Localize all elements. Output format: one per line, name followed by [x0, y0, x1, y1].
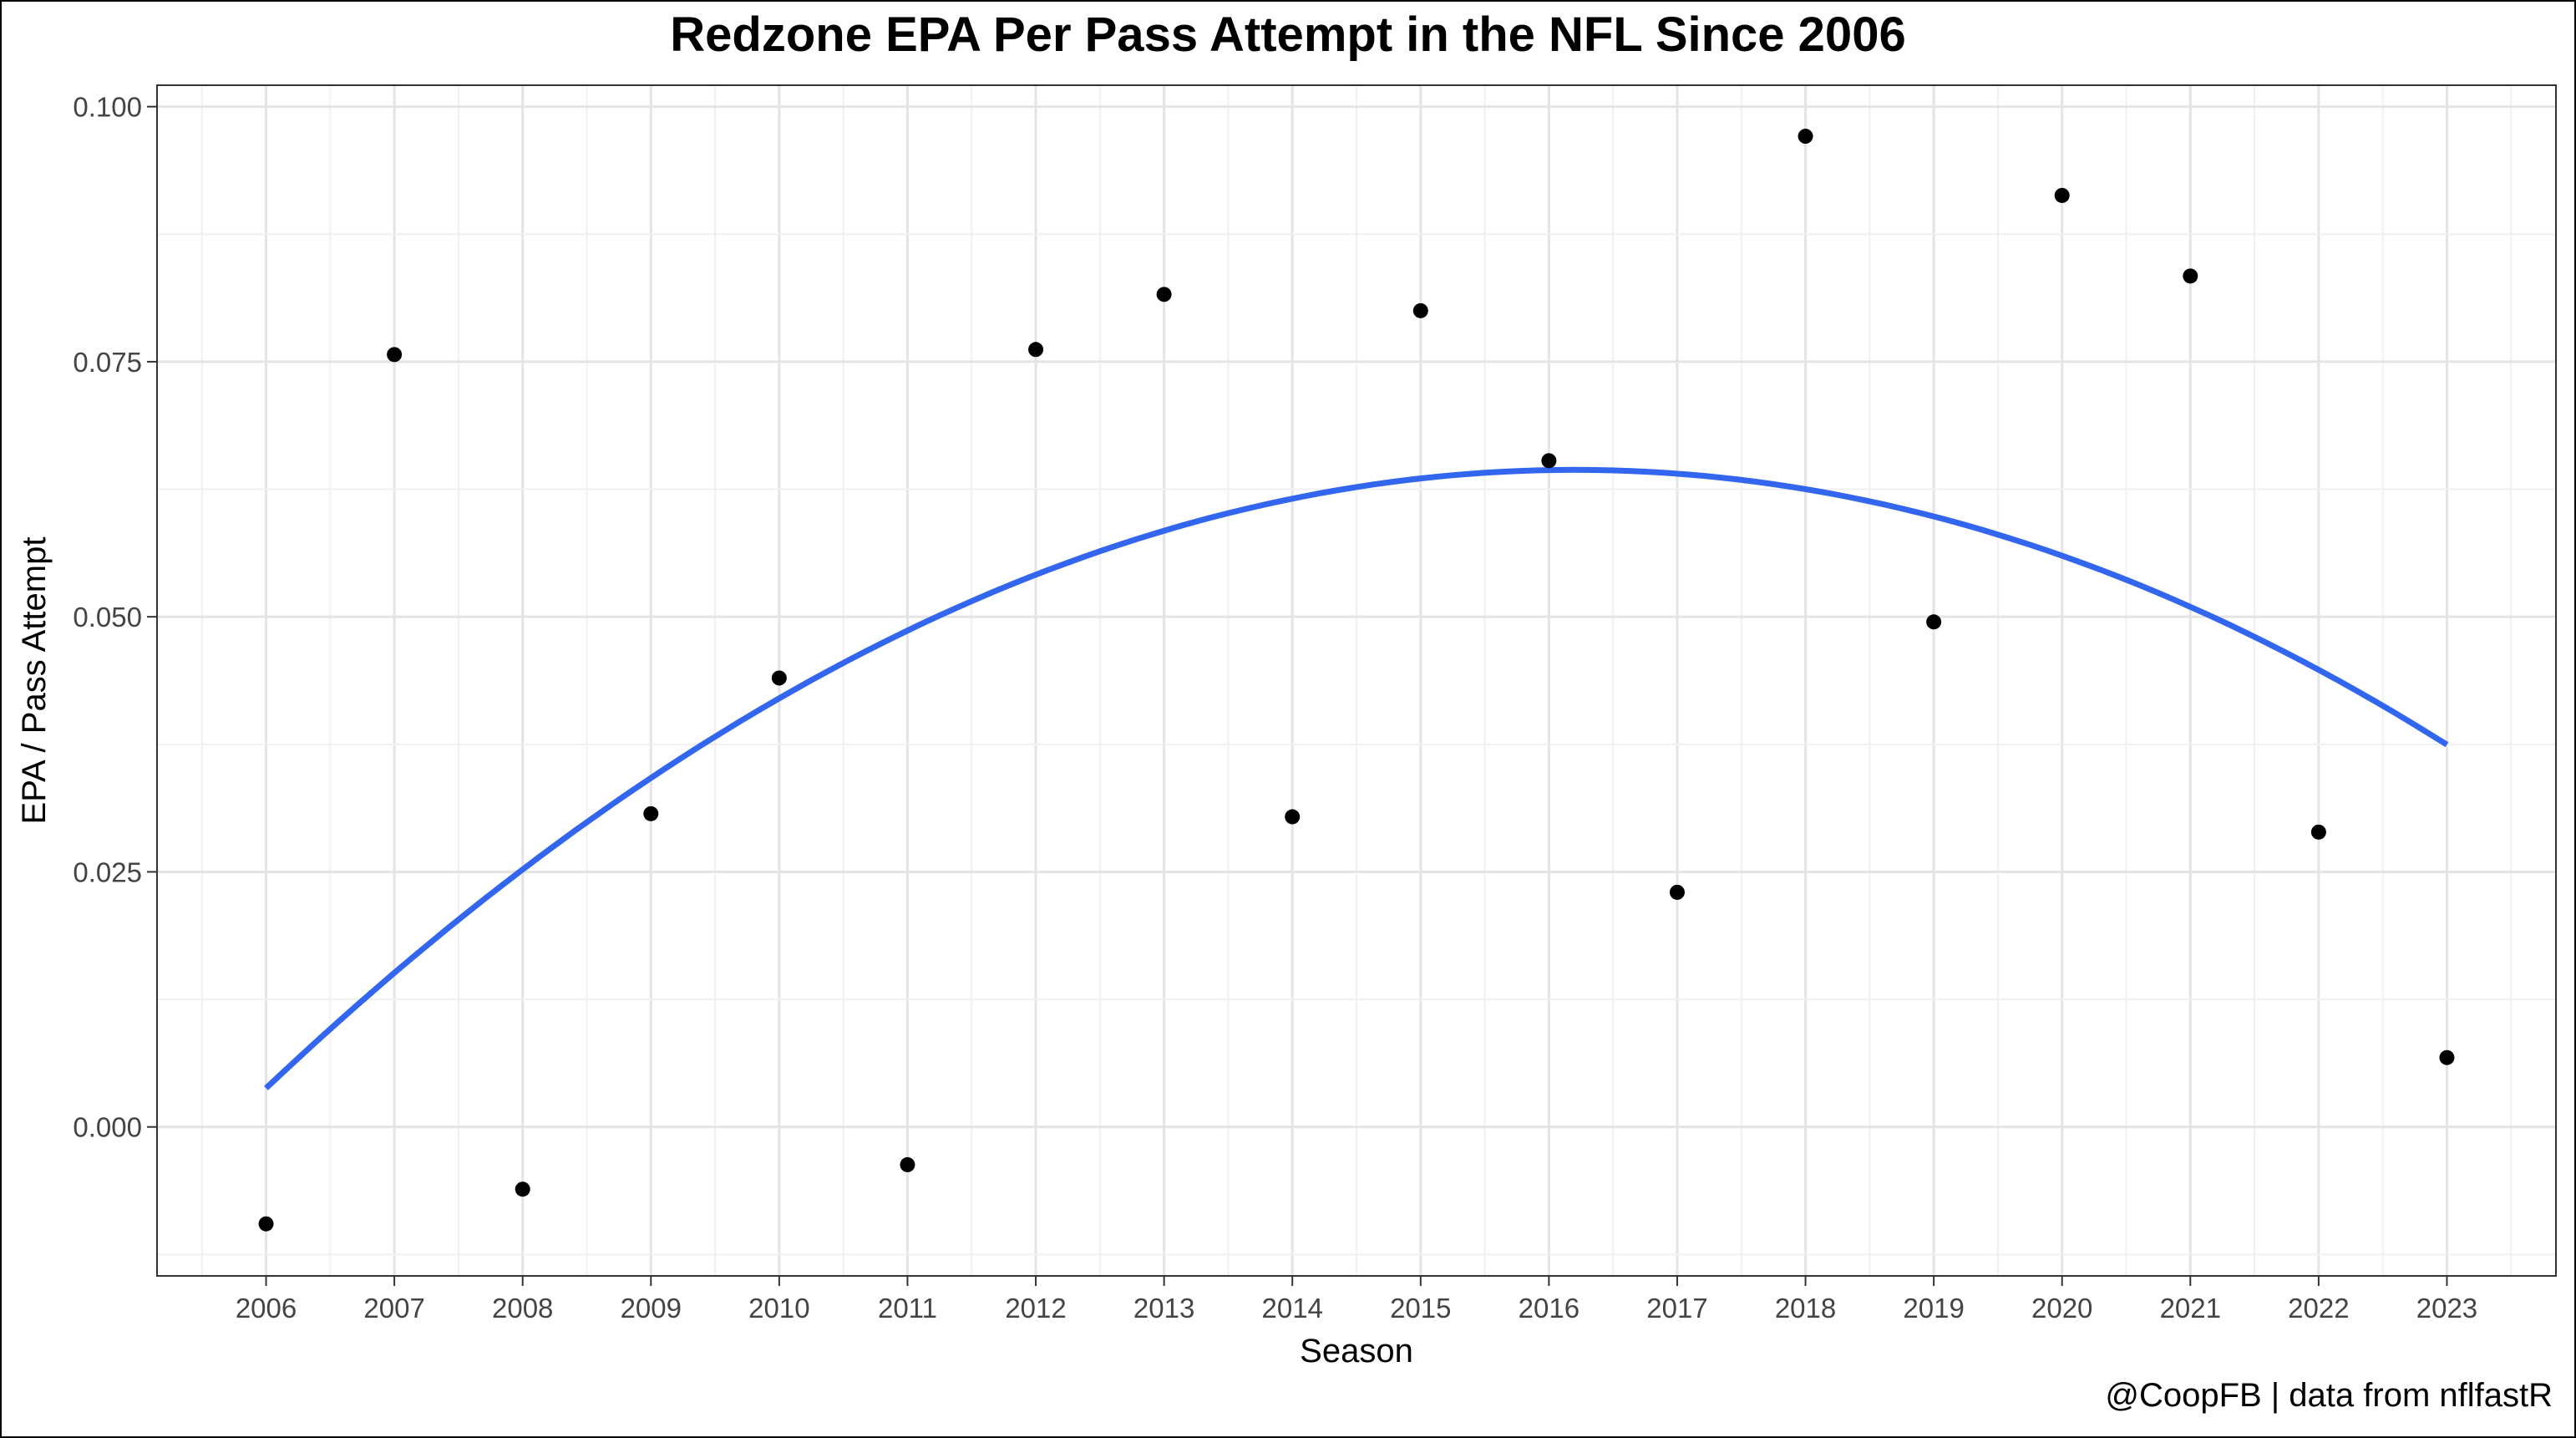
data-point	[1156, 287, 1172, 302]
data-point	[1285, 809, 1301, 825]
trend-line	[264, 466, 2449, 1090]
data-point	[387, 347, 403, 363]
y-tick-label: 0.100	[73, 92, 142, 123]
x-tick-label: 2020	[2031, 1293, 2092, 1324]
y-axis-title: EPA / Pass Attempt	[16, 537, 53, 825]
data-point	[1669, 884, 1685, 900]
x-tick-label: 2018	[1775, 1293, 1836, 1324]
data-point	[2054, 187, 2070, 203]
y-axis-ticks: 0.000 0.025 0.050 0.075 0.100	[73, 92, 157, 1143]
x-tick-label: 2022	[2288, 1293, 2349, 1324]
data-point	[900, 1156, 915, 1172]
y-tick-label: 0.050	[73, 602, 142, 633]
data-point	[643, 805, 659, 821]
x-tick-label: 2019	[1903, 1293, 1964, 1324]
x-tick-label: 2015	[1390, 1293, 1451, 1324]
x-tick-label: 2010	[748, 1293, 809, 1324]
data-point	[2439, 1049, 2455, 1065]
grid-lines	[157, 85, 2556, 1276]
x-tick-label: 2008	[492, 1293, 553, 1324]
x-tick-label: 2007	[363, 1293, 424, 1324]
data-point	[1412, 302, 1428, 318]
x-tick-label: 2014	[1261, 1293, 1322, 1324]
data-point	[2183, 268, 2198, 284]
x-tick-label: 2011	[878, 1293, 937, 1324]
x-axis-title: Season	[1300, 1333, 1413, 1369]
data-point	[1541, 453, 1557, 469]
chart-title: Redzone EPA Per Pass Attempt in the NFL …	[670, 8, 1906, 62]
x-tick-label: 2009	[621, 1293, 682, 1324]
y-tick-label: 0.000	[73, 1112, 142, 1143]
x-tick-label: 2006	[236, 1293, 297, 1324]
x-tick-label: 2017	[1646, 1293, 1707, 1324]
data-point	[1028, 342, 1044, 358]
x-tick-label: 2016	[1519, 1293, 1580, 1324]
x-tick-label: 2012	[1005, 1293, 1066, 1324]
data-points	[258, 129, 2455, 1232]
panel-border	[156, 84, 2557, 1277]
data-point	[1798, 129, 1813, 145]
y-tick-label: 0.075	[73, 347, 142, 378]
x-tick-label: 2021	[2160, 1293, 2221, 1324]
y-tick-label: 0.025	[73, 856, 142, 887]
chart-caption: @CoopFB | data from nflfastR	[2105, 1377, 2553, 1414]
data-point	[515, 1181, 530, 1197]
data-point	[2310, 824, 2326, 840]
x-tick-label: 2013	[1133, 1293, 1194, 1324]
data-point	[1926, 614, 1942, 630]
x-tick-label: 2023	[2416, 1293, 2477, 1324]
x-axis-ticks: 2006 2007 2008 2009 2010 2011 2012 2013 2014 2015…	[236, 1276, 2477, 1324]
data-point	[771, 670, 787, 686]
data-point	[258, 1216, 274, 1232]
